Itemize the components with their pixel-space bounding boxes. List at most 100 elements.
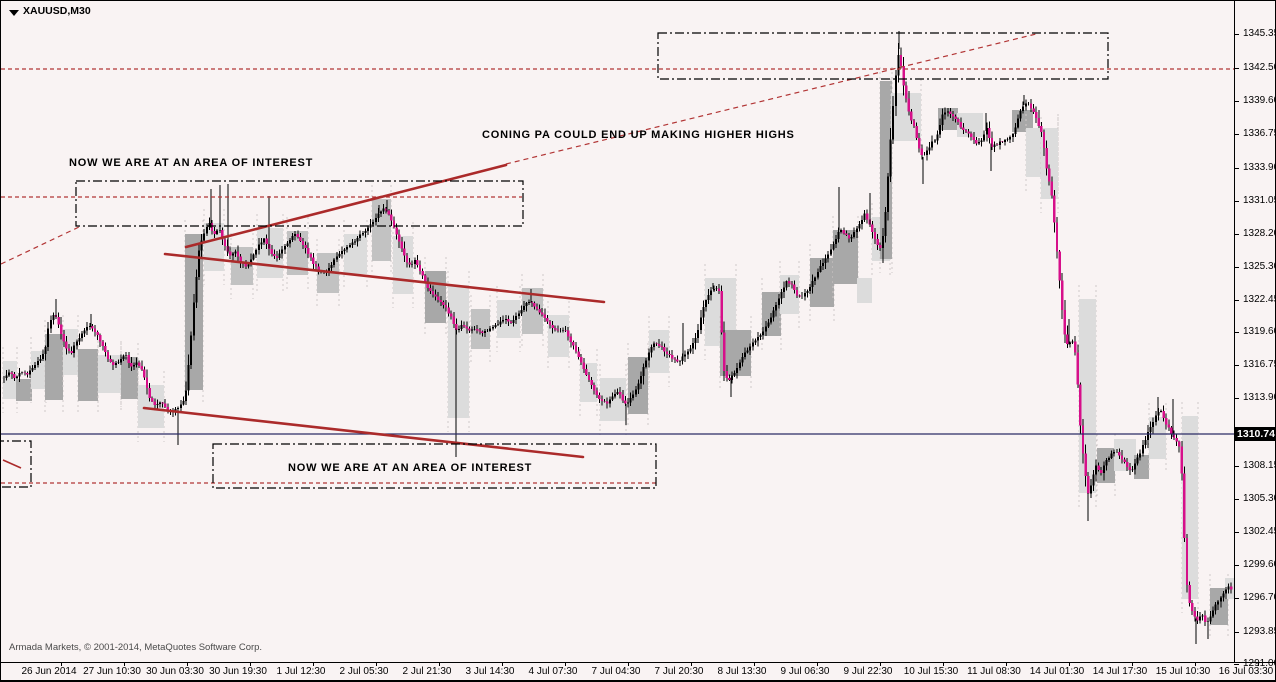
price-axis-tick bbox=[1234, 267, 1239, 268]
trendline-declining-channel-lower bbox=[142, 406, 585, 459]
price-axis-label: 1308.15 bbox=[1243, 460, 1276, 471]
indicator-zone-box bbox=[810, 258, 834, 307]
time-axis-tick bbox=[187, 662, 188, 666]
price-axis-tick bbox=[1234, 201, 1239, 202]
object-rect-area-of-interest-peak bbox=[657, 32, 1109, 80]
price-axis-tick bbox=[1234, 565, 1239, 566]
price-axis-label: 1291.00 bbox=[1243, 658, 1276, 669]
price-axis-border bbox=[1234, 1, 1235, 662]
time-axis-label: 16 Jul 03:30 bbox=[1218, 666, 1274, 677]
price-axis-label: 1299.60 bbox=[1243, 559, 1276, 570]
time-axis-tick bbox=[1006, 662, 1007, 666]
time-axis-label: 4 Jul 07:30 bbox=[528, 666, 578, 677]
time-axis-label: 7 Jul 20:30 bbox=[654, 666, 704, 677]
time-axis-tick bbox=[943, 662, 944, 666]
price-axis-tick bbox=[1234, 68, 1239, 69]
candles bbox=[2, 31, 1233, 644]
price-axis-label: 1333.90 bbox=[1243, 162, 1276, 173]
time-axis-label: 2 Jul 05:30 bbox=[339, 666, 389, 677]
trendline-rising-wedge-upper bbox=[184, 163, 508, 249]
time-axis-tick bbox=[1195, 662, 1196, 666]
indicator-zone-box bbox=[448, 285, 469, 418]
segment-left-edge-stub bbox=[2, 459, 22, 469]
price-axis-tick bbox=[1234, 168, 1239, 169]
time-axis-tick bbox=[1069, 662, 1070, 666]
time-axis-label: 10 Jul 15:30 bbox=[903, 666, 959, 677]
indicator-zone-box bbox=[121, 357, 138, 399]
time-axis-tick bbox=[124, 662, 125, 666]
indicator-zone-box bbox=[1149, 417, 1166, 459]
time-axis-label: 14 Jul 01:30 bbox=[1029, 666, 1085, 677]
symbol-caret-icon[interactable] bbox=[9, 10, 19, 16]
price-axis-tick bbox=[1234, 398, 1239, 399]
dashed-trend-left-edge-projection bbox=[1, 226, 80, 265]
time-axis-label: 15 Jul 10:30 bbox=[1155, 666, 1211, 677]
object-rect-area-of-interest-left-edge bbox=[1, 440, 32, 488]
price-axis-tick bbox=[1234, 134, 1239, 135]
price-axis-tick bbox=[1234, 664, 1239, 665]
price-axis-label: 1313.90 bbox=[1243, 392, 1276, 403]
time-axis-tick bbox=[1132, 662, 1133, 666]
price-axis-tick bbox=[1234, 598, 1239, 599]
time-axis-tick bbox=[817, 662, 818, 666]
price-axis-tick bbox=[1234, 532, 1239, 533]
object-rect-area-of-interest-top bbox=[75, 180, 524, 227]
price-axis-tick bbox=[1234, 234, 1239, 235]
time-axis-tick bbox=[376, 662, 377, 666]
indicator-zone-box bbox=[78, 349, 98, 401]
price-axis-label: 1322.45 bbox=[1243, 294, 1276, 305]
price-axis-label: 1325.30 bbox=[1243, 261, 1276, 272]
time-axis-tick bbox=[250, 662, 251, 666]
price-axis-label: 1319.60 bbox=[1243, 326, 1276, 337]
broker-copyright: Armada Markets, © 2001-2014, MetaQuotes … bbox=[9, 642, 263, 653]
indicator-zone-box bbox=[31, 351, 46, 389]
time-axis-label: 27 Jun 10:30 bbox=[83, 666, 141, 677]
time-axis-label: 14 Jul 17:30 bbox=[1092, 666, 1148, 677]
price-axis-label: 1339.60 bbox=[1243, 95, 1276, 106]
price-axis-tick bbox=[1234, 34, 1239, 35]
indicator-zone-box bbox=[857, 278, 872, 303]
time-axis-tick bbox=[628, 662, 629, 666]
time-axis-border bbox=[1, 662, 1275, 663]
time-axis-label: 7 Jul 04:30 bbox=[591, 666, 641, 677]
annotation-area-of-interest-top: NOW WE ARE AT AN AREA OF INTEREST bbox=[69, 157, 314, 169]
price-axis-label: 1331.05 bbox=[1243, 195, 1276, 206]
price-axis-tick bbox=[1234, 332, 1239, 333]
price-axis-label: 1305.30 bbox=[1243, 493, 1276, 504]
time-axis-tick bbox=[502, 662, 503, 666]
price-axis-label: 1342.50 bbox=[1243, 62, 1276, 73]
indicator-zone-box bbox=[257, 228, 283, 278]
indicator-zone-box bbox=[231, 247, 253, 285]
price-axis-label: 1345.35 bbox=[1243, 28, 1276, 39]
annotation-higher-highs: CONING PA COULD END UP MAKING HIGHER HIG… bbox=[482, 129, 795, 141]
indicator-zone-box bbox=[372, 199, 391, 261]
time-axis-tick bbox=[565, 662, 566, 666]
time-axis-tick bbox=[754, 662, 755, 666]
time-axis-tick bbox=[313, 662, 314, 666]
price-axis-tick bbox=[1234, 365, 1239, 366]
time-axis-tick bbox=[691, 662, 692, 666]
price-axis-tick bbox=[1234, 499, 1239, 500]
annotation-area-of-interest-bottom: NOW WE ARE AT AN AREA OF INTEREST bbox=[288, 462, 533, 474]
indicator-zone-box bbox=[880, 81, 892, 259]
price-axis-label: 1296.70 bbox=[1243, 592, 1276, 603]
price-axis-label: 1316.75 bbox=[1243, 359, 1276, 370]
indicator-zone-box bbox=[1134, 455, 1149, 479]
window-bottom-edge bbox=[1, 680, 1275, 681]
price-axis-label: 1328.20 bbox=[1243, 228, 1276, 239]
indicator-zone-box bbox=[522, 288, 543, 334]
price-axis-label: 1293.85 bbox=[1243, 626, 1276, 637]
price-axis-tick bbox=[1234, 300, 1239, 301]
dashed-trend-higher-highs-projection bbox=[505, 33, 1037, 165]
indicator-zone-box bbox=[833, 230, 858, 284]
time-axis-label: 3 Jul 14:30 bbox=[465, 666, 515, 677]
price-axis-tick bbox=[1234, 101, 1239, 102]
symbol-timeframe-title: XAUUSD,M30 bbox=[23, 5, 91, 17]
time-axis-label: 9 Jul 22:30 bbox=[843, 666, 893, 677]
indicator-zone-box bbox=[1114, 439, 1136, 471]
time-axis-tick bbox=[1258, 662, 1259, 666]
time-axis-label: 8 Jul 13:30 bbox=[717, 666, 767, 677]
time-axis-tick bbox=[61, 662, 62, 666]
indicator-zone-box bbox=[45, 334, 63, 400]
